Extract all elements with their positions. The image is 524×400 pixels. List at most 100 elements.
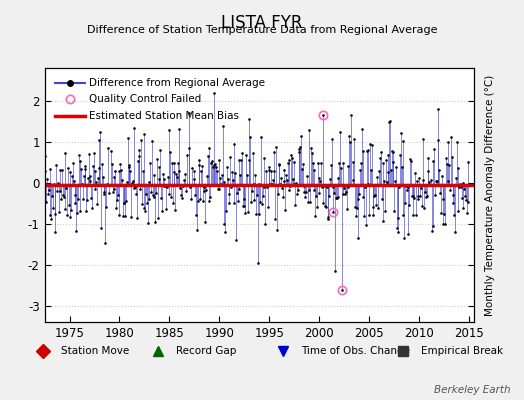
Point xyxy=(199,198,207,204)
Point xyxy=(127,214,135,220)
Point xyxy=(443,178,452,184)
Point xyxy=(342,189,350,195)
Point xyxy=(131,184,139,190)
Point xyxy=(429,158,438,165)
Point xyxy=(334,194,343,200)
Point xyxy=(329,184,337,191)
Point xyxy=(159,171,167,177)
Point xyxy=(39,178,47,184)
Point xyxy=(74,196,82,202)
Point xyxy=(282,177,291,183)
Point xyxy=(244,157,253,163)
Point xyxy=(317,160,325,166)
Point xyxy=(391,178,399,185)
Point xyxy=(438,173,446,180)
Point xyxy=(311,213,319,220)
Point xyxy=(103,180,111,187)
Point xyxy=(177,192,185,198)
Point xyxy=(363,148,371,154)
Point xyxy=(204,145,213,152)
Point xyxy=(244,209,252,216)
Point xyxy=(288,155,296,161)
Point xyxy=(292,180,300,186)
Point xyxy=(381,208,389,215)
Point xyxy=(357,160,365,166)
Point xyxy=(121,213,129,219)
Point xyxy=(124,135,132,141)
Point xyxy=(268,176,277,183)
Point xyxy=(398,138,407,144)
Point xyxy=(431,192,439,198)
Point xyxy=(35,156,43,162)
Point xyxy=(463,198,472,205)
Point xyxy=(366,141,374,147)
Point xyxy=(419,177,428,184)
Point xyxy=(245,116,254,122)
Point xyxy=(84,175,92,181)
Point xyxy=(368,212,377,218)
Point xyxy=(66,214,74,220)
Point xyxy=(67,207,75,213)
Point xyxy=(430,146,439,153)
Point xyxy=(417,185,425,191)
Point xyxy=(249,197,258,204)
Point xyxy=(347,112,355,118)
Point xyxy=(230,200,238,206)
Point xyxy=(163,184,171,190)
Point xyxy=(39,190,48,196)
Point xyxy=(384,152,392,158)
Point xyxy=(121,200,129,206)
Point xyxy=(198,162,206,169)
Point xyxy=(290,158,299,165)
Point xyxy=(171,207,179,214)
Point xyxy=(296,144,304,150)
Point xyxy=(116,160,125,167)
Point xyxy=(306,199,314,205)
Point xyxy=(169,200,177,206)
Point xyxy=(192,212,200,218)
Point xyxy=(458,180,467,186)
Point xyxy=(236,172,244,178)
Point xyxy=(394,229,402,235)
Point xyxy=(114,211,123,218)
Text: Estimated Station Mean Bias: Estimated Station Mean Bias xyxy=(89,111,239,121)
Point xyxy=(75,158,84,164)
Point xyxy=(202,187,210,193)
Point xyxy=(291,202,299,208)
Point xyxy=(392,225,401,232)
Point xyxy=(258,193,267,199)
Point xyxy=(108,161,116,167)
Point xyxy=(294,149,303,156)
Point xyxy=(346,138,354,145)
Point xyxy=(209,164,217,170)
Point xyxy=(227,183,235,190)
Point xyxy=(412,178,421,185)
Point xyxy=(436,210,445,216)
Point xyxy=(45,187,53,194)
Point xyxy=(232,236,241,243)
Point xyxy=(162,206,170,212)
Point xyxy=(368,142,376,148)
Point xyxy=(384,169,392,175)
Point xyxy=(360,212,368,219)
Point xyxy=(425,179,433,186)
Point xyxy=(299,161,307,167)
Point xyxy=(454,165,463,172)
Point xyxy=(247,199,255,206)
Point xyxy=(54,209,63,215)
Text: Station Move: Station Move xyxy=(61,346,129,356)
Point xyxy=(104,145,112,151)
Point xyxy=(226,154,234,160)
Point xyxy=(92,179,101,185)
Point xyxy=(337,287,346,293)
Point xyxy=(394,215,402,222)
Point xyxy=(193,198,202,204)
Point xyxy=(331,268,340,274)
Point xyxy=(289,181,298,188)
Point xyxy=(343,205,351,212)
Point xyxy=(235,186,244,192)
Point xyxy=(213,168,221,174)
Point xyxy=(61,150,70,156)
Point xyxy=(193,226,201,233)
Point xyxy=(180,182,189,188)
